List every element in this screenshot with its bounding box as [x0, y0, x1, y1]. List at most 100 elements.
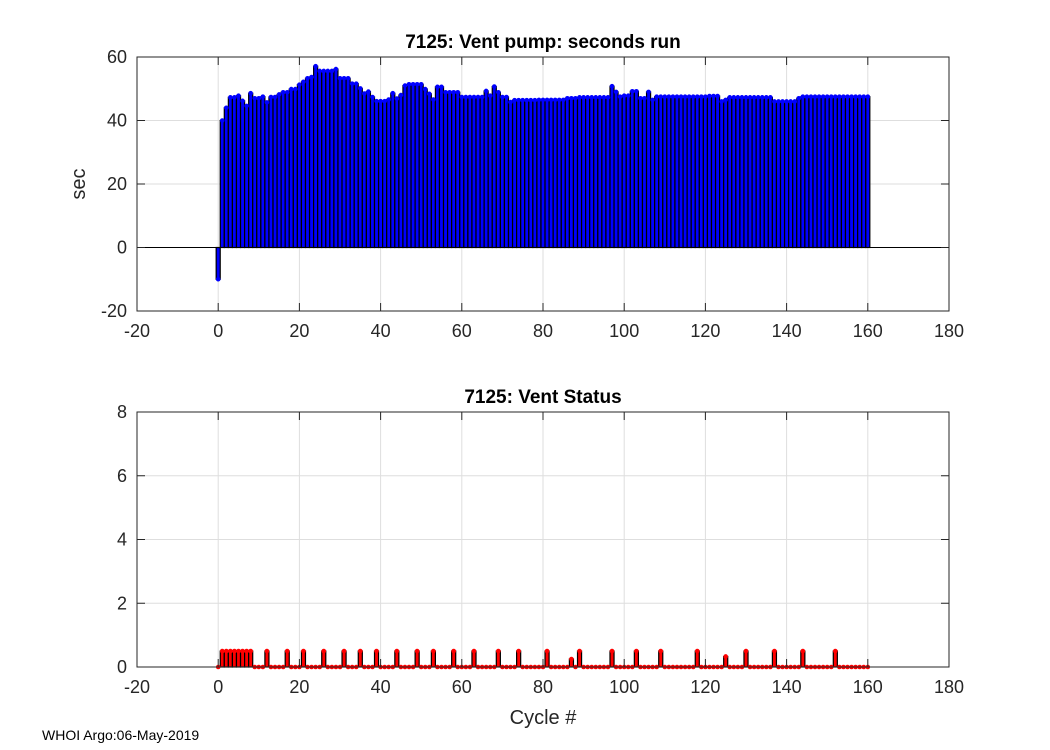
bar [296, 84, 303, 249]
data-point [451, 89, 456, 95]
data-point [711, 93, 716, 99]
bar [613, 91, 619, 249]
bar [714, 95, 721, 249]
bar [796, 97, 802, 249]
data-point [634, 88, 639, 94]
bar [223, 650, 229, 668]
bar [747, 96, 753, 249]
bar [365, 91, 372, 249]
data-point [455, 89, 461, 95]
bar [239, 650, 246, 668]
bar [373, 650, 380, 668]
data-point [487, 93, 493, 99]
x-tick-label: 180 [934, 321, 964, 341]
bar [617, 96, 623, 249]
data-point [727, 95, 733, 100]
data-point [577, 95, 582, 100]
x-tick-label: -20 [124, 321, 150, 341]
bar [219, 119, 225, 249]
bar [382, 100, 388, 249]
data-point [341, 75, 347, 81]
bar [633, 90, 640, 249]
data-point [723, 654, 728, 659]
bar [459, 96, 465, 249]
bar [243, 650, 250, 668]
bar [597, 96, 603, 249]
bar [426, 93, 432, 249]
data-point [861, 94, 867, 99]
data-point [264, 648, 270, 654]
x-tick-label: 140 [772, 321, 802, 341]
bar [637, 97, 644, 249]
data-point [414, 82, 420, 87]
data-point [638, 95, 643, 101]
data-point [833, 648, 838, 654]
data-point [743, 648, 749, 654]
data-point [609, 648, 615, 654]
bar [248, 92, 254, 249]
data-point [772, 99, 777, 104]
data-point [703, 94, 708, 99]
bar [678, 96, 684, 249]
bar [471, 96, 477, 249]
data-point [479, 94, 485, 100]
data-point [467, 94, 473, 100]
bar [524, 99, 530, 249]
bar [442, 91, 449, 249]
data-point [268, 94, 274, 100]
data-point [236, 648, 241, 654]
data-point [690, 94, 696, 99]
data-point [739, 95, 745, 100]
data-point [707, 93, 712, 99]
data-point [496, 648, 501, 654]
data-point [252, 95, 258, 101]
bar [455, 91, 461, 249]
bar [386, 98, 392, 249]
bar [284, 650, 290, 668]
bar [276, 93, 282, 249]
bar [544, 650, 550, 668]
data-point [800, 94, 806, 99]
bar [345, 77, 351, 249]
data-point [577, 648, 582, 654]
y-tick-label: 0 [117, 657, 127, 677]
data-point [585, 95, 590, 100]
bar [264, 650, 270, 668]
x-tick-label: 80 [533, 677, 553, 697]
bar [321, 70, 327, 249]
data-point [333, 66, 339, 72]
data-point [516, 97, 521, 103]
bar [219, 650, 225, 668]
bar [361, 92, 367, 249]
data-point [792, 99, 798, 104]
bar [775, 100, 782, 249]
data-point [284, 89, 290, 95]
x-tick-label: 100 [609, 677, 639, 697]
data-point [504, 94, 509, 100]
bar [430, 98, 437, 249]
data-point [516, 648, 521, 654]
data-point [353, 81, 359, 86]
bar [300, 81, 307, 249]
bar [341, 650, 347, 668]
x-axis-label: Cycle # [510, 707, 578, 729]
bar [564, 97, 570, 249]
bar [759, 96, 765, 249]
bar [666, 96, 672, 249]
bar [377, 100, 384, 249]
data-point [224, 648, 229, 654]
data-point [475, 94, 481, 100]
bar [451, 650, 457, 668]
bar [800, 96, 806, 249]
data-point [219, 118, 225, 123]
bar [804, 96, 810, 249]
bar [418, 83, 424, 249]
bar [767, 96, 773, 249]
bar [491, 85, 497, 249]
data-point [260, 94, 266, 99]
data-point [662, 94, 668, 99]
bar [633, 650, 640, 668]
data-point [808, 94, 814, 99]
bar [536, 99, 542, 249]
